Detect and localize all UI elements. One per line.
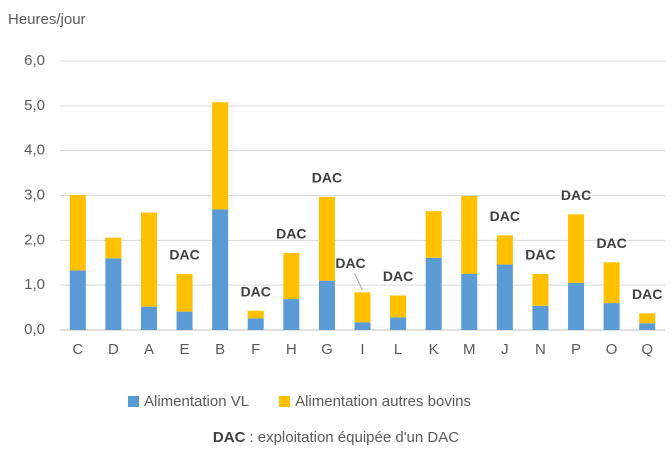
bar-segment [568, 214, 585, 283]
bar-segment [532, 273, 549, 306]
x-tick-label: P [571, 341, 581, 358]
x-tick-label: M [463, 341, 476, 358]
annotation: DAC [490, 208, 520, 224]
annotation: DAC [632, 286, 662, 302]
annotation: DAC [596, 235, 626, 251]
bar-segment [496, 264, 513, 330]
annotation: DAC [241, 283, 271, 299]
bar-segment [496, 235, 513, 265]
x-tick-label: H [286, 341, 297, 358]
annotation: DAC [169, 247, 199, 263]
legend-swatch [279, 396, 291, 407]
bar-segment [532, 305, 549, 330]
x-tick-label: I [360, 341, 364, 358]
leader-line [354, 273, 363, 291]
y-tick-label: 4,0 [24, 142, 45, 159]
bar-segment [247, 318, 264, 330]
bar-segment [69, 270, 86, 330]
annotation: DAC [561, 187, 591, 203]
legend-label: Alimentation VL [144, 393, 249, 410]
x-tick-label: E [180, 341, 190, 358]
bar-segment [354, 322, 371, 330]
annotation: DAC [383, 268, 413, 284]
bar-segment [105, 237, 122, 259]
x-tick-label: Q [641, 341, 653, 358]
x-tick-label: C [72, 341, 83, 358]
y-tick-label: 6,0 [24, 52, 45, 69]
x-tick-label: B [215, 341, 225, 358]
bar-segment [283, 299, 300, 330]
x-tick-label: D [108, 341, 119, 358]
bar-segment [603, 262, 620, 304]
bar-segment [568, 282, 585, 330]
footnote-term: DAC [213, 429, 246, 446]
x-tick-label: O [606, 341, 618, 358]
annotation: DAC [335, 255, 365, 271]
bar-segment [176, 311, 193, 330]
bar-segment [318, 280, 335, 330]
y-tick-label: 1,0 [24, 276, 45, 293]
x-tick-label: J [501, 341, 509, 358]
x-tick-label: L [394, 341, 402, 358]
bar-segment [247, 310, 264, 319]
bar-segment [425, 257, 442, 330]
y-tick-label: 3,0 [24, 186, 45, 203]
bar-segment [390, 317, 407, 330]
bar-segment [105, 258, 122, 330]
annotation: DAC [525, 247, 555, 263]
bar-segment [283, 252, 300, 300]
bar-segment [639, 313, 656, 324]
bar-segment [318, 196, 335, 281]
bar-segment [461, 273, 478, 330]
bar-segment [212, 102, 229, 210]
bar-segment [140, 306, 157, 330]
x-tick-label: G [321, 341, 333, 358]
bar-segment [212, 209, 229, 330]
bar-segment [69, 195, 86, 271]
x-tick-label: F [251, 341, 260, 358]
annotation: DAC [312, 170, 342, 186]
x-tick-label: A [144, 341, 154, 358]
footnote: DAC: exploitation équipée d'un DAC [213, 429, 459, 446]
y-axis-label: Heures/jour [8, 11, 86, 28]
bar-segment [176, 273, 193, 312]
bar-segment [639, 323, 656, 330]
footnote-text: : exploitation équipée d'un DAC [249, 429, 459, 446]
y-tick-label: 2,0 [24, 231, 45, 248]
bar-segment [140, 212, 157, 307]
x-tick-label: N [535, 341, 546, 358]
bar-segment [603, 303, 620, 330]
x-tick-label: K [429, 341, 439, 358]
bar-segment [461, 195, 478, 274]
legend-swatch [128, 396, 139, 407]
y-tick-label: 0,0 [24, 321, 45, 338]
bar-segment [354, 292, 371, 323]
bar-segment [425, 211, 442, 258]
annotation: DAC [276, 226, 306, 242]
legend-label: Alimentation autres bovins [295, 393, 471, 410]
y-tick-label: 5,0 [24, 97, 45, 114]
bar-segment [390, 295, 407, 318]
